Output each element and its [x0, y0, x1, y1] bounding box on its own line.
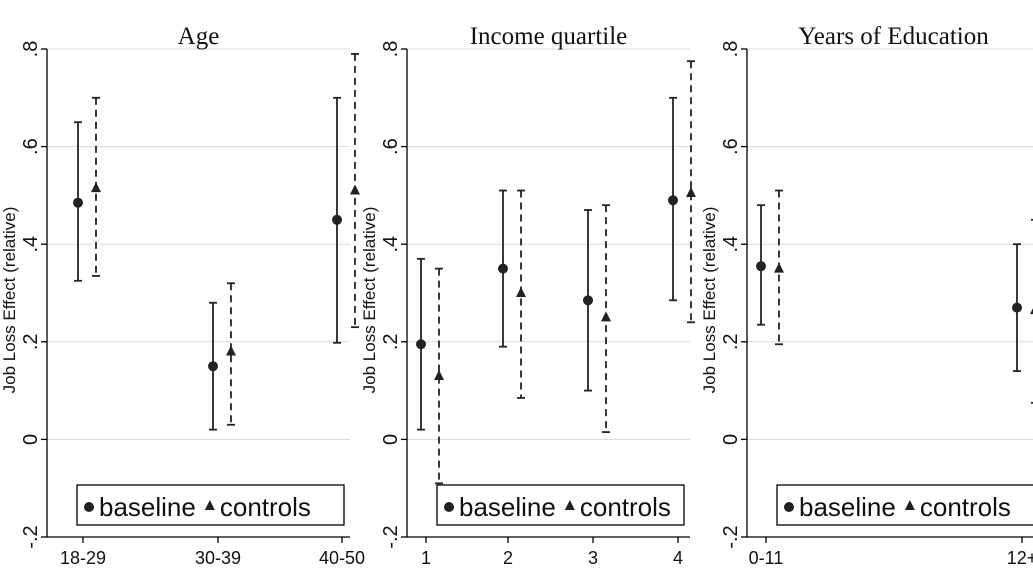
y-tick-label: 0: [720, 434, 742, 445]
legend-baseline-label: baseline: [799, 492, 896, 522]
controls-point: [516, 287, 526, 297]
chart-root: -.2 0 .2 .4 .6 .8 Job Loss Effect (relative) Ag…: [0, 23, 1033, 568]
y-axis-label: Job Loss Effect (relative): [360, 207, 379, 394]
legend-controls-label: controls: [580, 492, 671, 522]
y-tick-label: -.2: [20, 525, 42, 548]
y-tick-label: -.2: [380, 525, 402, 548]
y-tick-label: .8: [720, 41, 742, 58]
panel-title: Income quartile: [470, 23, 628, 50]
controls-point: [774, 262, 784, 273]
y-tick-label: .4: [20, 236, 42, 253]
legend-box: [436, 484, 685, 526]
legend-controls-marker: [204, 500, 215, 510]
controls-point: [91, 182, 101, 193]
baseline-point: [498, 263, 508, 274]
panel-2: -.2 0 .2 .4 .6 .8 Job Loss Effect (relative) In…: [360, 23, 696, 568]
baseline-point: [332, 214, 342, 225]
panel-title: Years of Education: [798, 23, 989, 50]
y-tick-label: .6: [20, 138, 42, 155]
y-tick-label: .2: [380, 333, 402, 350]
x-tick-label: 2: [503, 548, 513, 568]
y-tick-label: 0: [20, 434, 42, 445]
y-tick-label: .2: [720, 333, 742, 350]
y-tick-label: .6: [720, 138, 742, 155]
y-tick-label: .2: [20, 333, 42, 350]
legend: baseline controls: [76, 484, 345, 526]
y-axis-label: Job Loss Effect (relative): [700, 207, 719, 394]
y-tick-label: .6: [380, 138, 402, 155]
x-tick-label: 30-39: [195, 548, 241, 568]
y-axis-label: Job Loss Effect (relative): [0, 207, 19, 394]
legend-baseline-marker: [84, 502, 94, 512]
x-tick-label: 1: [421, 548, 431, 568]
legend-baseline-label: baseline: [459, 492, 556, 522]
legend-controls-marker: [564, 500, 575, 510]
baseline-point: [583, 295, 593, 306]
baseline-point: [73, 197, 83, 208]
legend-controls-label: controls: [920, 492, 1011, 522]
baseline-point: [1012, 302, 1022, 313]
baseline-point: [208, 361, 218, 372]
controls-point: [434, 369, 444, 380]
legend-controls-label: controls: [220, 492, 311, 522]
controls-point: [601, 311, 611, 322]
legend-baseline-marker: [784, 502, 794, 512]
panel-title: Age: [178, 23, 220, 50]
legend-controls-marker: [904, 500, 915, 510]
baseline-point: [668, 195, 678, 206]
y-tick-label: .4: [380, 236, 402, 253]
y-tick-label: .8: [20, 41, 42, 58]
y-tick-label: 0: [380, 434, 402, 445]
y-tick-label: .4: [720, 236, 742, 253]
baseline-point: [756, 261, 766, 272]
y-tick-label: .8: [380, 41, 402, 58]
legend-baseline-marker: [444, 502, 454, 512]
x-tick-label: 0-11: [749, 548, 784, 568]
legend-box: [776, 484, 1033, 526]
x-tick-label: 18-29: [60, 548, 106, 568]
x-tick-label: 3: [588, 548, 598, 568]
x-tick-label: 12+: [1007, 548, 1033, 568]
controls-point: [226, 345, 236, 356]
y-tick-label: -.2: [720, 525, 742, 548]
x-tick-label: 4: [673, 548, 683, 568]
legend: baseline controls: [776, 484, 1033, 526]
panel-3: -.2 0 .2 .4 .6 .8 Job Loss Effect (relative) Ye…: [700, 23, 1033, 568]
panel-1: -.2 0 .2 .4 .6 .8 Job Loss Effect (relative) Ag…: [0, 23, 365, 568]
controls-point: [1030, 308, 1033, 315]
controls-point: [686, 186, 696, 197]
legend-baseline-label: baseline: [99, 492, 196, 522]
legend: baseline controls: [436, 484, 685, 526]
x-tick-label: 40-50: [319, 548, 365, 568]
baseline-point: [416, 339, 426, 350]
controls-point: [350, 184, 360, 195]
